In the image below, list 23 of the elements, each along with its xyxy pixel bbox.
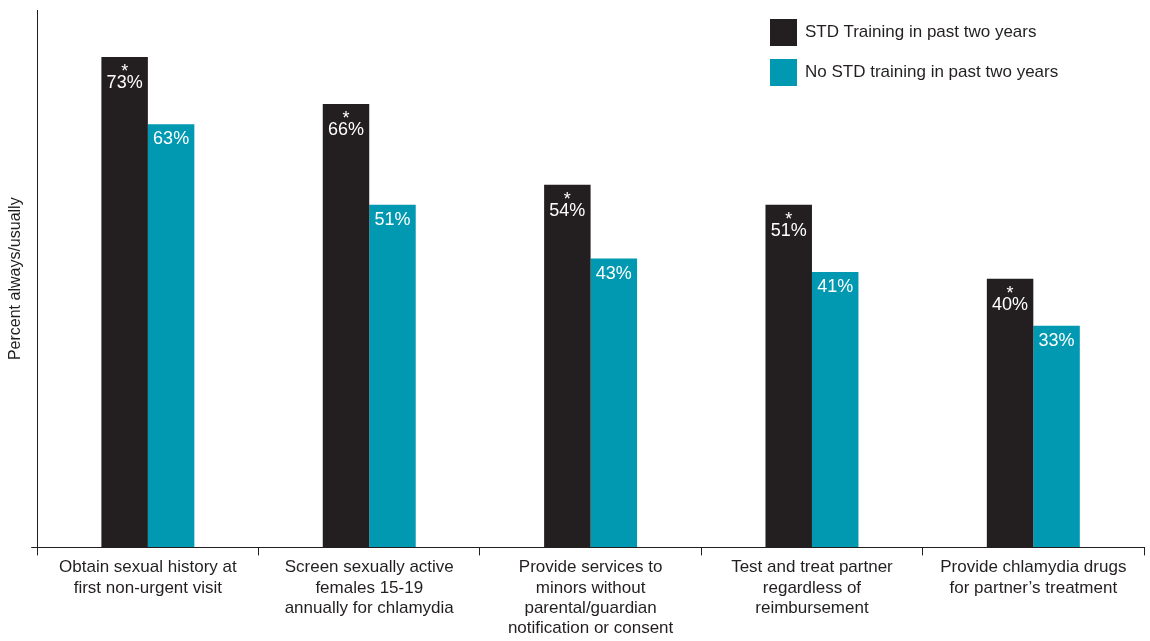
bar [147,124,195,547]
bar [1033,325,1080,547]
y-axis-title: Percent always/usually [6,197,24,361]
x-tick-label: Screen sexually active females 15-19 annually for chlamydia [284,557,455,618]
x-tick-label: Provide services to minors without parental/guardian notification or consent [507,557,674,638]
data-label: 33% [1038,329,1075,350]
data-label: * 40% [992,282,1029,314]
bar [369,204,416,547]
data-label: * 66% [327,108,365,140]
legend-label: No STD training in past two years [805,62,1059,82]
bar [590,258,638,547]
bar [811,271,859,547]
legend-label: STD Training in past two years [805,22,1037,42]
x-tick-label: Test and treat partner regardless of reimbursement [731,557,894,618]
data-label: * 73% [106,60,143,92]
x-tick-label: Provide chlamydia drugs for partner’s treatment [940,557,1127,597]
data-label: * 54% [549,188,586,220]
data-label: 43% [595,262,632,283]
data-label: 63% [153,128,190,149]
data-label: 51% [374,208,411,229]
data-label: 41% [817,275,854,296]
data-label: * 51% [770,208,807,240]
x-tick-label: Obtain sexual history at first non-urgent visit [59,557,237,597]
